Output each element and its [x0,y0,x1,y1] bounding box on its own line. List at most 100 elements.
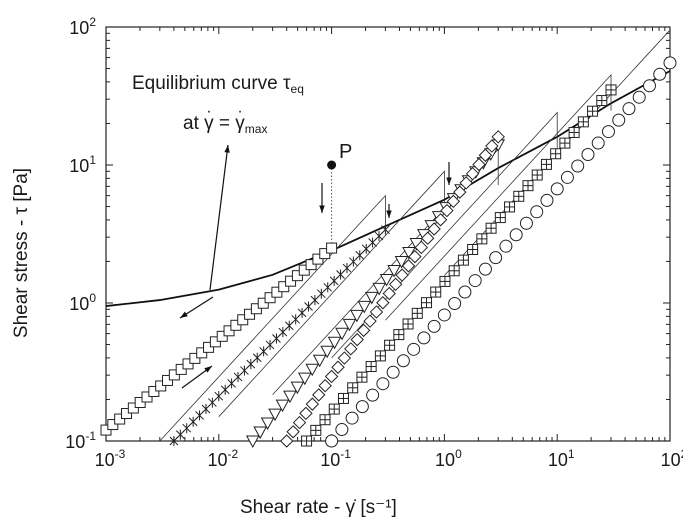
equilibrium-pointer-arrow-head [224,145,230,153]
circle-marker [571,159,585,173]
p-arrow-head [319,205,325,213]
y-axis-label: Shear stress - τ [Pa] [11,167,32,339]
data-markers [100,56,677,449]
diamond-marker [459,176,473,190]
square-marker [209,336,221,348]
diamond-marker [401,259,416,273]
diamond-marker [395,268,409,282]
equilibrium-curve [105,70,671,307]
x-tick-label: 100 [435,447,462,470]
diamond-marker [376,296,390,310]
triangle-marker [357,300,372,314]
square-marker [257,297,269,309]
triangle-marker [394,256,409,269]
square-marker [319,248,331,260]
arrow-2-head [386,210,392,218]
circle-marker [622,102,636,116]
diamond-marker [421,231,435,245]
diamond-marker [427,222,441,236]
triangle-marker [283,390,297,404]
annotations [179,144,452,389]
gamma-dot: γ [204,113,214,135]
equilibrium-annotation: Equilibrium curve τeq [132,73,304,96]
diamond-marker [356,323,371,338]
diamond-marker [440,203,454,218]
square-marker [298,264,310,276]
diamond-marker [337,351,352,365]
circle-marker [540,193,554,207]
circle-marker [632,90,646,104]
square-marker [285,275,297,287]
square-marker [114,413,126,425]
circle-marker [519,216,533,230]
square-marker [264,292,276,304]
square-marker [230,319,242,331]
circle-marker [427,319,441,333]
circle-marker [448,296,462,310]
equals-sign: = [213,113,236,134]
square-marker [291,270,303,282]
circle-marker [601,125,615,139]
square-marker [100,424,112,436]
triangle-marker [253,426,268,440]
diamond-marker [350,332,364,347]
triangle-marker [245,435,260,449]
circle-marker [509,228,523,242]
circle-marker [355,400,369,414]
circle-marker [468,274,482,288]
diamond-marker [491,130,505,144]
x-tick-label: 10-3 [95,447,126,470]
triangle-marker [387,264,401,278]
sawtooth-line [218,170,445,417]
square-marker [203,341,215,353]
diamond-marker [286,425,300,439]
triangle-marker [320,345,334,359]
axis-ticks: 10-3 10-2 10-1 100 101 102 10-1 100 101 102 [65,15,683,470]
triangle-marker [372,282,387,296]
circle-marker [591,136,605,150]
triangle-marker [290,381,305,395]
circle-marker [653,67,667,81]
square-marker [196,347,208,359]
circle-marker [550,182,564,196]
circle-marker [407,342,421,356]
square-marker [182,358,194,370]
diamond-marker [299,406,313,421]
triangle-marker [268,408,282,422]
sawtooth-line [159,194,386,442]
square-marker [312,253,324,265]
triangle-marker [342,318,357,332]
diamond-marker [369,305,384,319]
triangle-marker [364,291,379,305]
up-sweep-arrow-head [204,366,212,373]
circle-marker [396,354,410,368]
triangle-marker [305,363,320,377]
diamond-marker [324,369,339,384]
diamond-marker [280,434,294,448]
equilibrium-condition: at γ = γmax [183,113,267,136]
square-marker [278,281,290,293]
triangle-marker [379,273,394,287]
gamma-dot-max: γ [235,113,245,135]
square-marker [148,385,160,397]
down-sweep-arrow-head [180,311,188,318]
square-marker [168,369,180,381]
square-marker [244,308,256,320]
diamond-marker [305,397,320,411]
circle-marker [325,434,339,448]
point-p-label: P [339,141,353,163]
x-tick-label: 10-2 [207,447,238,470]
triangle-marker [275,399,290,413]
triangle-marker [335,327,349,341]
max-sub: max [244,122,268,136]
sawtooth-line [385,73,612,321]
diamond-marker [331,360,345,374]
circle-marker [612,113,626,127]
square-marker [216,330,228,342]
circle-marker [489,251,503,265]
circle-marker [530,205,544,219]
diamond-marker [363,314,377,328]
square-marker [127,402,139,414]
x-axis-label: Shear rate - γ̇ [s⁻¹] [240,497,397,518]
